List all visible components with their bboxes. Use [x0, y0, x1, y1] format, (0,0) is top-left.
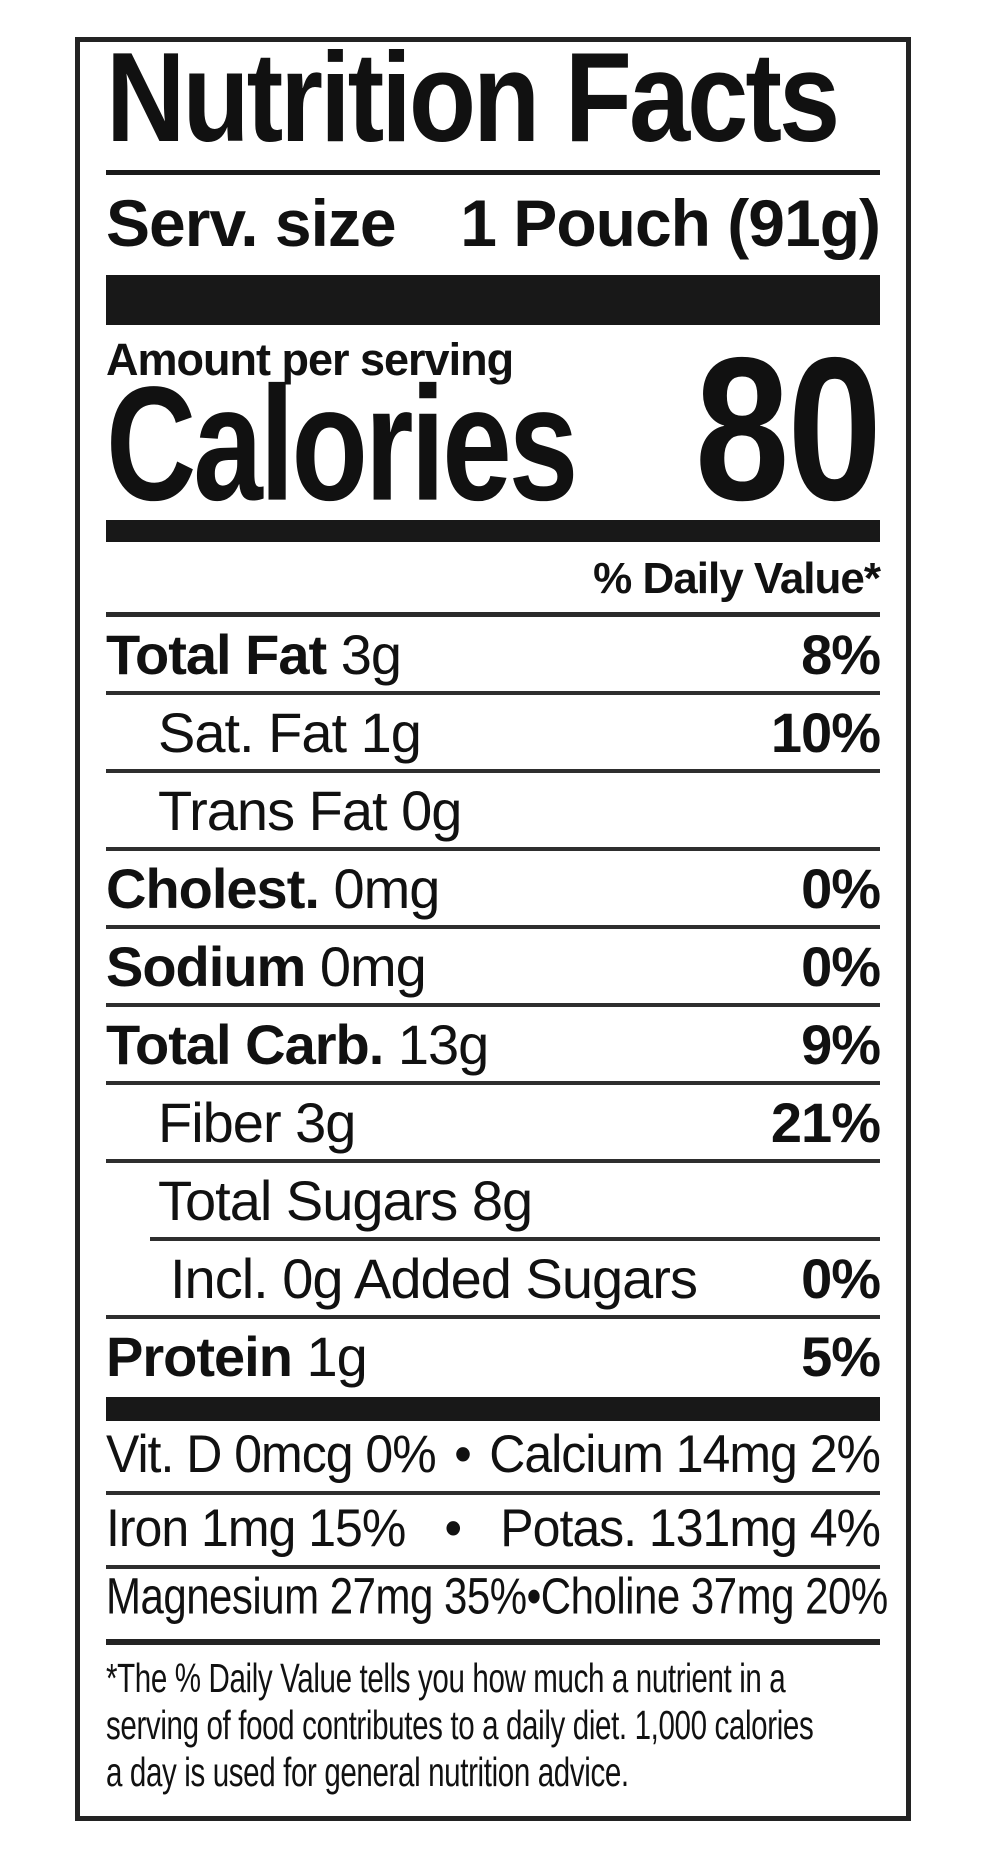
- nutrient-name: Total Fat 3g: [106, 622, 402, 687]
- nutrient-percent: 0%: [801, 856, 881, 920]
- divider: [106, 1159, 880, 1163]
- nutrient-row: Fiber 3g 21%: [106, 1085, 881, 1159]
- nutrient-name: Sat. Fat 1g: [158, 700, 422, 765]
- serving-size-value: 1 Pouch (91g): [460, 186, 881, 260]
- nutrient-name-bold: Protein: [106, 1324, 293, 1388]
- amount-per-serving-label: Amount per serving: [106, 334, 514, 385]
- nutrient-amount: 0mg: [305, 934, 427, 998]
- separator-bar-medium: [106, 520, 880, 542]
- bullet-separator: •: [444, 1498, 462, 1558]
- nutrient-rows: Total Fat 3g 8% Sat. Fat 1g 10% Trans Fa…: [106, 617, 881, 1393]
- nutrient-name: Sodium 0mg: [106, 934, 427, 999]
- separator-bar-thick: [106, 275, 880, 325]
- footnote-text: *The % Daily Value tells you how much a …: [106, 1655, 880, 1796]
- nutrient-row: Trans Fat 0g: [106, 773, 880, 847]
- micronutrient-left: Iron 1mg 15%: [106, 1498, 406, 1558]
- nutrient-percent: 10%: [770, 700, 881, 764]
- footnote-line: *The % Daily Value tells you how much a …: [106, 1655, 786, 1701]
- nutrient-percent: 0%: [801, 934, 881, 998]
- nutrient-row: Sat. Fat 1g 10%: [106, 695, 881, 769]
- footnote: *The % Daily Value tells you how much a …: [106, 1639, 880, 1802]
- nutrient-amount: 1g: [291, 1324, 367, 1388]
- nutrient-row: Total Fat 3g 8%: [106, 617, 881, 691]
- micronutrient-row: Vit. D 0mcg 0% • Calcium 14mg 2%: [106, 1417, 881, 1491]
- nutrient-amount: 0mg: [318, 856, 440, 920]
- nutrient-amount: Incl. 0g Added Sugars: [170, 1246, 698, 1310]
- divider: [106, 691, 880, 695]
- separator-bar-bottom: [106, 1397, 880, 1421]
- divider: [106, 769, 880, 773]
- nutrient-percent: 9%: [801, 1012, 881, 1076]
- nutrient-row: Incl. 0g Added Sugars 0%: [106, 1241, 881, 1315]
- divider: [106, 847, 880, 851]
- nutrient-name: Trans Fat 0g: [158, 778, 462, 843]
- nutrient-name-bold: Total Carb.: [106, 1012, 384, 1076]
- nutrient-name: Total Carb. 13g: [106, 1012, 489, 1077]
- micronutrient-row: Iron 1mg 15% • Potas. 131mg 4%: [106, 1491, 881, 1565]
- calories-label: Calories: [106, 354, 578, 535]
- nutrient-name: Total Sugars 8g: [158, 1168, 533, 1233]
- divider: [106, 1315, 880, 1319]
- micronutrient-left: Magnesium 27mg 35%: [106, 1567, 527, 1625]
- nutrient-row: Protein 1g 5%: [106, 1319, 881, 1393]
- micronutrient-rows: Vit. D 0mcg 0% • Calcium 14mg 2% Iron 1m…: [106, 1421, 888, 1639]
- nutrient-name: Cholest. 0mg: [106, 856, 440, 921]
- nutrient-name: Protein 1g: [106, 1324, 368, 1389]
- micronutrient-row: Magnesium 27mg 35% • Choline 37mg 20%: [106, 1554, 888, 1639]
- nutrient-name-bold: Total Fat: [106, 622, 327, 686]
- nutrient-amount: 13g: [383, 1012, 489, 1076]
- serving-size-row: Serv. size 1 Pouch (91g): [106, 175, 881, 263]
- nutrient-amount: Sat. Fat 1g: [158, 700, 422, 764]
- calories-row: Calories 80: [106, 328, 882, 531]
- nutrition-facts-label: Nutrition Facts Serv. size 1 Pouch (91g)…: [75, 34, 911, 1821]
- nutrient-name-bold: Cholest.: [106, 856, 320, 920]
- nutrient-row: Cholest. 0mg 0%: [106, 851, 881, 925]
- nutrient-row: Sodium 0mg 0%: [106, 929, 881, 1003]
- nutrient-percent: 8%: [801, 622, 881, 686]
- micronutrient-right: Choline 37mg 20%: [540, 1567, 888, 1625]
- bullet-separator: •: [526, 1567, 542, 1625]
- nutrient-amount: Fiber 3g: [158, 1090, 356, 1154]
- nutrient-amount: Total Sugars 8g: [158, 1168, 533, 1232]
- nutrient-row: Total Carb. 13g 9%: [106, 1007, 881, 1081]
- nutrient-percent: 0%: [801, 1246, 881, 1310]
- nutrient-percent: 21%: [770, 1090, 881, 1154]
- divider: [150, 1237, 880, 1241]
- divider: [106, 1565, 880, 1569]
- divider: [106, 1491, 880, 1495]
- footnote-line: serving of food contributes to a daily d…: [106, 1702, 814, 1748]
- divider: [106, 925, 880, 929]
- divider: [106, 1003, 880, 1007]
- nutrient-row: Total Sugars 8g: [106, 1163, 880, 1237]
- label-title: Nutrition Facts: [106, 34, 880, 175]
- micronutrient-right: Calcium 14mg 2%: [489, 1424, 881, 1484]
- footnote-line: a day is used for general nutrition advi…: [106, 1749, 629, 1795]
- label-title-text: Nutrition Facts: [106, 26, 840, 169]
- daily-value-header: % Daily Value*: [106, 542, 881, 617]
- nutrient-name: Fiber 3g: [158, 1090, 356, 1155]
- nutrient-percent: 5%: [801, 1324, 881, 1388]
- nutrient-name: Incl. 0g Added Sugars: [170, 1246, 698, 1311]
- calories-value: 80: [694, 316, 882, 545]
- nutrient-amount: Trans Fat 0g: [158, 778, 462, 842]
- nutrient-name-bold: Sodium: [106, 934, 306, 998]
- divider: [106, 1081, 880, 1085]
- nutrient-amount: 3g: [326, 622, 402, 686]
- micronutrient-left: Vit. D 0mcg 0%: [106, 1424, 437, 1484]
- serving-size-label: Serv. size: [106, 186, 397, 260]
- bullet-separator: •: [454, 1424, 471, 1484]
- micronutrient-right: Potas. 131mg 4%: [500, 1498, 881, 1558]
